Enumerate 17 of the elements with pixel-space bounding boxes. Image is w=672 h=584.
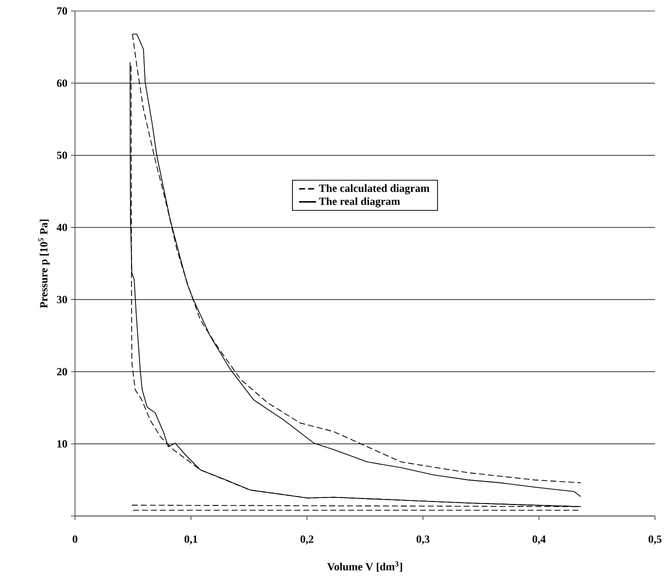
x-tick-label: 0,2 [300,535,314,544]
x-tick-label: 0,4 [532,535,546,544]
y-tick-label: 60 [56,79,68,87]
y-tick-label: 40 [56,224,68,232]
y-tick-label: 70 [57,7,68,15]
legend-label: The calculated diagram [318,184,430,194]
x-axis-title: Volume V [dm$^{3}$] [327,561,402,572]
x-tick-label: 0,1 [184,535,198,544]
y-tick-label: 50 [56,152,68,159]
y-axis-title: Pressure p [10$^{5}$ Pa] [38,220,50,308]
x-tick-label: 0,5 [648,535,662,544]
y-tick-label: 30 [56,296,68,304]
y-tick-label: 10 [57,440,68,448]
x-tick-label: 0,3 [416,535,430,544]
legend-label: The real diagram [318,197,400,208]
x-tick-label: 0 [72,535,78,543]
y-tick-label: 20 [56,368,68,376]
